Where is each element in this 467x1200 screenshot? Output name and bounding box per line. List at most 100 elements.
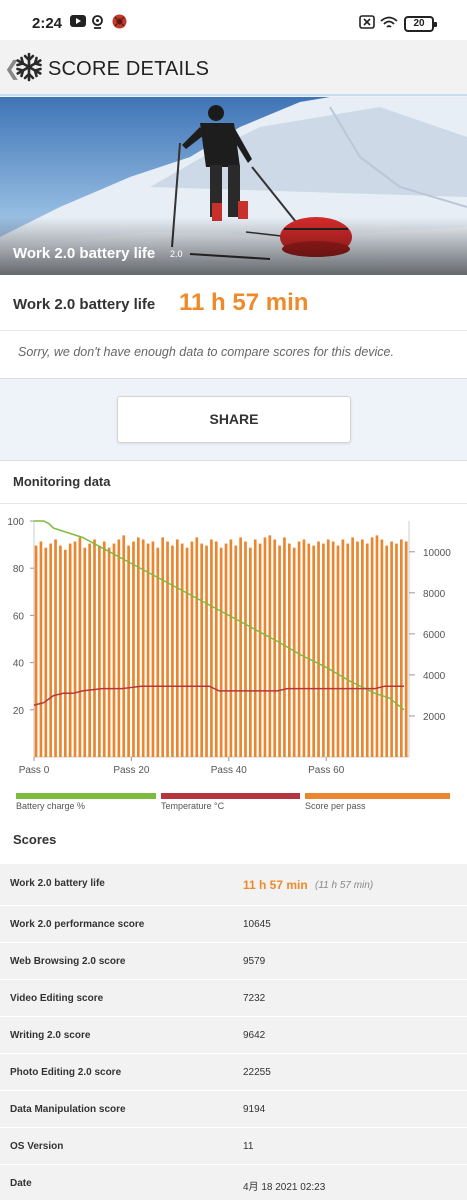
score-bar	[287, 543, 291, 757]
x-tick-label: Pass 40	[211, 765, 248, 776]
score-bar	[283, 537, 286, 757]
temperature-line	[33, 685, 405, 706]
app-bar: ❮ SCORE DETAILS	[0, 40, 467, 96]
score-bar	[34, 545, 38, 757]
y-right-tick-label: 10000	[423, 548, 451, 559]
x-tick-label: Pass 20	[113, 765, 150, 776]
y-right-tick-label: 2000	[423, 712, 446, 723]
score-bar	[224, 543, 228, 757]
score-bar	[185, 547, 189, 757]
score-bar	[190, 541, 194, 757]
table-row: Web Browsing 2.0 score 9579	[0, 943, 467, 980]
score-bar	[239, 537, 242, 757]
score-name: Date	[10, 1178, 32, 1189]
scores-title: Scores	[13, 832, 57, 847]
score-bar	[63, 549, 67, 757]
score-bar	[132, 541, 135, 757]
hero-banner: Work 2.0 battery life 2.0	[0, 97, 467, 275]
score-bar	[166, 541, 169, 757]
score-bar	[175, 539, 179, 757]
score-bar	[234, 545, 238, 757]
score-bar	[302, 539, 306, 757]
score-bar	[395, 543, 398, 757]
score-bar	[380, 539, 384, 757]
score-bar	[263, 537, 267, 757]
score-bar	[195, 537, 199, 757]
result-value: 11 h 57 min	[179, 289, 309, 316]
score-bar	[78, 537, 82, 757]
score-bar	[122, 535, 126, 757]
y-right-tick-label: 8000	[423, 589, 446, 600]
legend-swatch	[161, 793, 300, 799]
score-bar	[219, 547, 223, 757]
result-note: Sorry, we don't have enough data to comp…	[18, 345, 394, 359]
score-bar	[146, 543, 150, 757]
score-bar	[102, 541, 106, 757]
legend-label: Score per pass	[305, 801, 366, 811]
score-sub-value: (11 h 57 min)	[315, 880, 374, 891]
score-name: Video Editing score	[10, 993, 104, 1004]
share-button[interactable]: SHARE	[117, 396, 351, 443]
table-row: Data Manipulation score 9194	[0, 1091, 467, 1128]
table-row: Work 2.0 performance score 10645	[0, 906, 467, 943]
score-bar	[390, 541, 393, 757]
score-bar	[98, 545, 101, 757]
score-name: Photo Editing 2.0 score	[10, 1067, 122, 1078]
snowflake-logo-icon	[16, 52, 42, 82]
score-bar	[268, 535, 272, 757]
score-bar	[229, 539, 233, 757]
score-name: Work 2.0 battery life	[10, 878, 105, 889]
score-bar	[49, 543, 53, 757]
score-bar	[44, 547, 48, 757]
table-row: Writing 2.0 score 9642	[0, 1017, 467, 1054]
table-row: Work 2.0 battery life 11 h 57 min (11 h 57…	[0, 864, 467, 906]
score-value: 11	[243, 1141, 254, 1152]
score-value: 9194	[243, 1104, 266, 1115]
battery-icon: 20	[404, 16, 437, 32]
score-value: 10645	[243, 919, 271, 930]
score-bar	[156, 547, 160, 757]
result-card: Work 2.0 battery life 11 h 57 min Sorry,…	[0, 275, 467, 379]
score-bar	[404, 541, 408, 757]
table-row: Date 4月 18 2021 02:23	[0, 1165, 467, 1200]
score-value: 22255	[243, 1067, 271, 1078]
score-bar	[341, 539, 345, 757]
location-icon	[92, 15, 103, 29]
legend-label: Temperature °C	[161, 801, 225, 811]
score-bar	[54, 539, 57, 757]
y-right-tick-label: 4000	[423, 671, 446, 682]
score-value: 9642	[243, 1030, 266, 1041]
score-bar	[112, 543, 116, 757]
score-bar	[200, 543, 203, 757]
legend-item: Score per pass	[305, 793, 450, 813]
score-bar	[326, 539, 330, 757]
legend-item: Temperature °C	[161, 793, 300, 813]
result-label: Work 2.0 battery life	[13, 296, 156, 313]
status-bar: 2:24 20	[0, 0, 467, 40]
score-bar	[370, 537, 374, 757]
score-bar	[385, 545, 389, 757]
score-bar	[161, 537, 165, 757]
score-bar	[151, 541, 155, 757]
score-bar	[180, 543, 184, 757]
score-bar	[351, 537, 354, 757]
score-name: Data Manipulation score	[10, 1104, 126, 1115]
score-bar	[365, 543, 369, 757]
score-bar	[117, 539, 121, 757]
divider	[0, 503, 467, 504]
score-bar	[39, 541, 43, 757]
table-row: Photo Editing 2.0 score 22255	[0, 1054, 467, 1091]
score-bar	[171, 545, 174, 757]
legend-item: Battery charge %	[16, 793, 156, 813]
y-left-tick-label: 100	[7, 517, 24, 528]
score-name: OS Version	[10, 1141, 64, 1152]
table-row: OS Version 11	[0, 1128, 467, 1165]
score-name: Work 2.0 performance score	[10, 919, 145, 930]
score-bar	[356, 541, 359, 757]
score-bar	[278, 545, 281, 757]
monitoring-chart: 100 80 60 40 20 10000 8000 6000 4000 2000 Pass 0 Pa…	[7, 517, 451, 776]
score-bar	[253, 539, 257, 757]
score-bar	[93, 539, 96, 757]
score-bar	[210, 539, 213, 757]
chevron-left-icon[interactable]: ❮	[4, 58, 21, 80]
